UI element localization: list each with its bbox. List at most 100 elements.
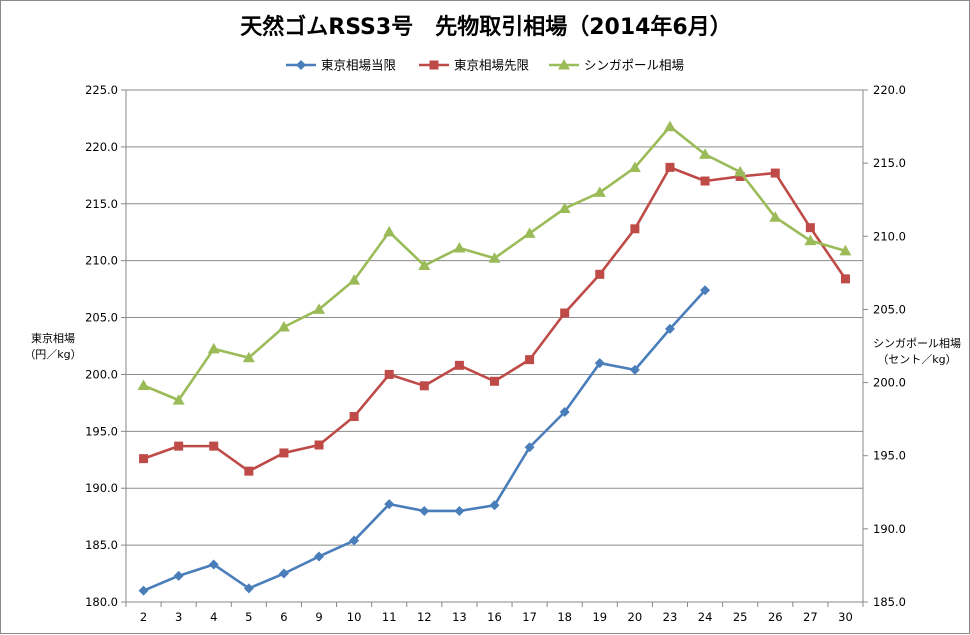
data-point — [595, 269, 605, 279]
left-tick-label: 180.0 — [85, 595, 118, 609]
data-point — [243, 583, 254, 594]
data-point — [665, 162, 675, 172]
plot-area-border — [125, 89, 864, 603]
data-point — [314, 440, 324, 450]
x-tick-label: 10 — [347, 610, 362, 624]
legend: 東京相場当限 東京相場先限 シンガポール相場 — [286, 58, 684, 73]
data-point — [139, 454, 149, 464]
right-tick-label: 195.0 — [873, 449, 906, 463]
data-point — [488, 252, 501, 263]
x-tick-label: 26 — [768, 610, 783, 624]
data-point — [384, 499, 395, 510]
data-point — [278, 568, 289, 579]
x-tick-label: 3 — [175, 610, 182, 624]
data-point — [209, 441, 219, 451]
series-line — [143, 166, 847, 473]
data-point — [558, 202, 571, 213]
left-tick-label: 205.0 — [85, 311, 118, 325]
right-tick-label: 200.0 — [873, 376, 906, 390]
data-point — [419, 505, 430, 516]
data-point — [279, 448, 289, 458]
gridlines — [126, 146, 863, 546]
data-point — [207, 342, 220, 354]
x-tick-label: 23 — [663, 610, 678, 624]
data-point — [208, 559, 219, 570]
left-axis-unit: （円／kg） — [24, 348, 81, 361]
data-point — [418, 259, 431, 271]
x-axis-ticks: 2 3 4 5 6 9 10 11 12 13 16 17 18 19 20 23 24 25 26 27 30 — [125, 602, 864, 624]
data-point — [560, 308, 570, 318]
data-point — [349, 412, 359, 422]
data-point — [559, 406, 570, 417]
x-tick-label: 4 — [210, 610, 217, 624]
data-point — [593, 186, 606, 197]
data-point — [172, 394, 185, 405]
x-tick-label: 17 — [522, 610, 537, 624]
data-point — [699, 148, 712, 159]
x-tick-label: 18 — [557, 610, 572, 624]
legend-marker — [296, 60, 306, 70]
data-point — [384, 369, 394, 379]
data-point — [173, 570, 184, 581]
legend-label: シンガポール相場 — [584, 58, 684, 73]
data-point — [769, 211, 782, 222]
x-tick-label: 30 — [838, 610, 853, 624]
legend-marker — [558, 59, 570, 70]
legend-item: 東京相場当限 — [286, 58, 397, 73]
left-axis-label: 東京相場 — [31, 331, 75, 345]
right-tick-label: 210.0 — [873, 229, 906, 243]
data-point — [700, 176, 710, 186]
right-tick-label: 220.0 — [873, 83, 906, 97]
x-tick-label: 11 — [382, 610, 397, 624]
data-point — [628, 161, 641, 173]
series-triangle — [137, 120, 852, 405]
data-point — [663, 120, 676, 132]
data-point — [349, 535, 360, 546]
data-point — [735, 171, 745, 181]
data-point — [524, 442, 535, 453]
left-tick-label: 210.0 — [85, 254, 118, 268]
data-point — [630, 224, 640, 234]
series-layer — [137, 120, 852, 596]
data-point — [734, 165, 747, 177]
legend-item: シンガポール相場 — [549, 58, 684, 73]
legend-marker — [429, 60, 439, 70]
series-square — [139, 162, 850, 476]
x-tick-label: 5 — [245, 610, 252, 624]
data-point — [629, 364, 640, 375]
x-tick-label: 24 — [698, 610, 713, 624]
right-axis-ticks: 185.0 190.0 195.0 200.0 205.0 210.0 215.0 220.0 — [863, 83, 906, 609]
data-point — [840, 274, 850, 284]
series-diamond — [138, 285, 711, 596]
left-axis-ticks: 180.0 185.0 190.0 195.0 200.0 205.0 210.0 215.0… — [85, 83, 126, 609]
x-tick-label: 16 — [487, 610, 502, 624]
data-point — [770, 168, 780, 178]
x-tick-label: 27 — [803, 610, 818, 624]
x-tick-label: 12 — [417, 610, 432, 624]
x-tick-label: 6 — [280, 610, 287, 624]
data-point — [454, 360, 464, 370]
right-tick-label: 215.0 — [873, 156, 906, 170]
x-tick-label: 2 — [140, 610, 147, 624]
right-tick-label: 185.0 — [873, 595, 906, 609]
x-tick-label: 19 — [592, 610, 607, 624]
data-point — [490, 376, 499, 386]
legend-label: 東京相場当限 — [321, 58, 397, 73]
data-point — [277, 320, 290, 332]
legend-label: 東京相場先限 — [454, 58, 530, 73]
data-point — [242, 351, 255, 363]
left-tick-label: 190.0 — [85, 481, 118, 495]
right-tick-label: 190.0 — [873, 522, 906, 536]
data-point — [383, 225, 396, 237]
data-point — [489, 500, 500, 511]
left-tick-label: 225.0 — [85, 83, 118, 97]
data-point — [348, 274, 361, 285]
left-tick-label: 200.0 — [85, 367, 118, 381]
data-point — [313, 303, 326, 314]
data-point — [137, 379, 150, 390]
data-point — [453, 241, 466, 253]
x-tick-label: 13 — [452, 610, 467, 624]
legend-item: 東京相場先限 — [419, 58, 530, 73]
